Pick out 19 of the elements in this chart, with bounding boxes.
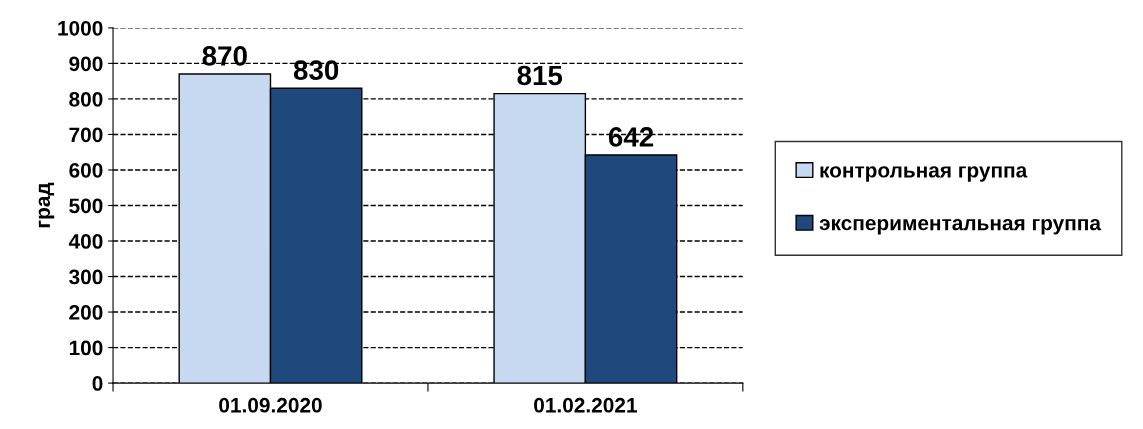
y-tick-label: 800 <box>69 91 103 107</box>
data-label: 870 <box>202 46 247 66</box>
y-tick-label: 700 <box>69 127 103 143</box>
y-tick-label: 1000 <box>58 20 103 36</box>
legend-label: контрольная группа <box>820 166 1028 182</box>
y-axis-title: град <box>38 182 55 228</box>
y-tick-label: 600 <box>69 162 103 178</box>
y-tick-label: 500 <box>69 198 103 214</box>
y-tick-label: 200 <box>69 305 103 320</box>
y-tick-label: 400 <box>68 234 103 249</box>
y-tick-label: 100 <box>69 340 103 356</box>
data-label: 830 <box>293 60 339 81</box>
legend-label: экспериментальная группа <box>819 218 1102 235</box>
y-tick-label: 300 <box>69 269 103 285</box>
x-tick-label: 01.02.2021 <box>534 397 637 413</box>
y-tick-label: 0 <box>92 376 103 391</box>
x-tick-label: 01.09.2020 <box>219 397 322 413</box>
data-label: 815 <box>517 65 563 86</box>
y-tick-label: 900 <box>69 56 103 72</box>
